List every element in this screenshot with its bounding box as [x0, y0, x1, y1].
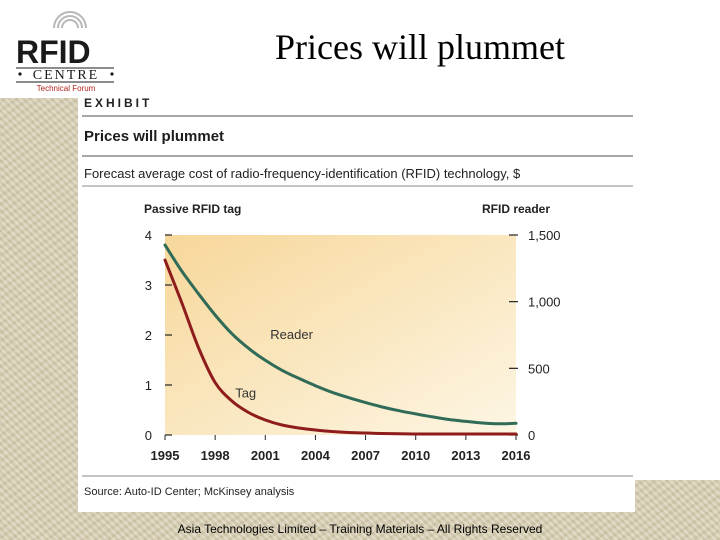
- x-axis-tick-label: 2013: [451, 448, 480, 463]
- x-axis-tick-label: 2004: [301, 448, 331, 463]
- right-axis-tick-label: 500: [528, 361, 550, 376]
- slide-header-area: [0, 0, 720, 98]
- x-axis: 1995 1998 2001 2004 2007 2010 2013 2016: [151, 435, 531, 463]
- left-axis: 0 1 2 3 4: [145, 228, 172, 443]
- right-axis-title: RFID reader: [482, 202, 551, 216]
- right-axis: 0 500 1,000 1,500: [509, 228, 561, 443]
- right-axis-tick-label: 1,500: [528, 228, 561, 243]
- logo-centre-text: CENTRE: [33, 68, 99, 83]
- x-axis-tick-label: 2010: [401, 448, 430, 463]
- exhibit-title: Prices will plummet: [84, 128, 225, 145]
- exhibit-source: Source: Auto-ID Center; McKinsey analysi…: [84, 486, 295, 498]
- logo-tagline: Technical Forum: [37, 84, 96, 93]
- series-label-tag: Tag: [235, 386, 256, 401]
- x-axis-tick-label: 2001: [251, 448, 280, 463]
- right-axis-tick-label: 0: [528, 428, 535, 443]
- x-axis-tick-label: 1995: [151, 448, 180, 463]
- left-axis-title: Passive RFID tag: [144, 202, 242, 216]
- left-axis-tick-label: 1: [145, 378, 152, 393]
- series-layer: Reader Tag: [163, 243, 518, 436]
- x-axis-tick-label: 1998: [201, 448, 230, 463]
- exhibit-label: EXHIBIT: [84, 96, 153, 110]
- left-axis-tick-label: 4: [145, 228, 152, 243]
- exhibit-subtitle: Forecast average cost of radio-frequency…: [84, 166, 521, 181]
- left-axis-tick-label: 3: [145, 278, 152, 293]
- slide-footer: Asia Technologies Limited – Training Mat…: [177, 522, 543, 536]
- series-line-reader: [163, 243, 518, 426]
- series-line-tag: [163, 258, 518, 436]
- plot-area: [165, 235, 516, 435]
- rfid-centre-logo: RFID CENTRE Technical Forum: [0, 0, 120, 98]
- right-axis-tick-label: 1,000: [528, 295, 561, 310]
- series-label-reader: Reader: [270, 327, 313, 342]
- exhibit-panel: 0 1 2 3 4 0 500 1,000 1,500 1995 1998 2001 2004 200…: [78, 96, 635, 512]
- left-axis-tick-label: 2: [145, 328, 152, 343]
- exhibit-chart: 0 1 2 3 4 0 500 1,000 1,500 1995 1998 2001 2004 200…: [82, 115, 633, 477]
- logo-word: RFID: [16, 34, 91, 70]
- x-axis-tick-label: 2016: [502, 448, 531, 463]
- slide-title: Prices will plummet: [275, 27, 565, 67]
- left-axis-tick-label: 0: [145, 428, 152, 443]
- x-axis-tick-label: 2007: [351, 448, 380, 463]
- logo-graphic: RFID CENTRE Technical Forum: [16, 11, 114, 93]
